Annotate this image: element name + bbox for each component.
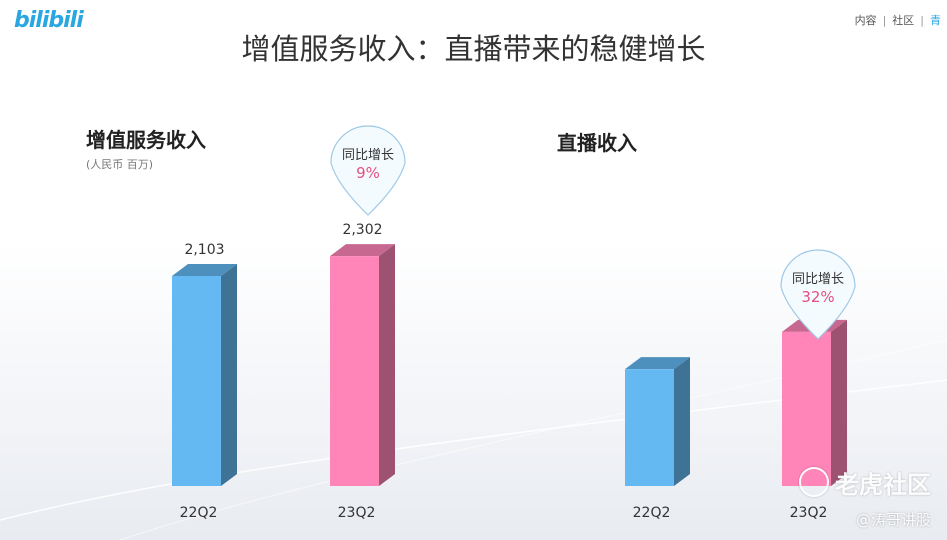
x-tick-label: 23Q2 [338,505,376,521]
bar-value-label: 2,302 [342,222,382,238]
watermark-brand: 老虎社区 [799,465,931,500]
slide-title: 增值服务收入：直播带来的稳健增长 [241,32,706,66]
nav-item-community[interactable]: 社区 [892,14,915,27]
yoy-badge-label: 同比增长 [792,272,844,287]
nav-divider: | [920,14,924,27]
bar-top [172,264,237,276]
nav-item-content[interactable]: 内容 [854,14,877,27]
top-nav: 内容 | 社区 | 青 [855,12,941,28]
bar-top [330,244,395,257]
x-tick-label: 23Q2 [790,505,828,521]
chart-1-title: 增值服务收入 [86,128,206,152]
chart-1-unit: (人民币 百万) [86,158,154,171]
bar [172,276,221,486]
bar [782,331,831,486]
bar [330,256,379,486]
bar-side [674,357,690,486]
bilibili-logo[interactable]: bilibili [14,8,84,33]
nav-item-cut[interactable]: 青 [930,14,941,27]
x-tick-label: 22Q2 [180,505,218,521]
watermark-brand-text: 老虎社区 [835,471,931,499]
x-tick-label: 22Q2 [633,505,671,521]
chart-2-title: 直播收入 [557,131,637,155]
yoy-badge-shape [330,125,406,216]
yoy-badge-value: 9% [356,164,380,182]
yoy-badge-label: 同比增长 [342,148,394,163]
nav-divider: | [882,14,887,27]
bar-value-label: 2,103 [184,242,224,258]
tiger-logo-icon [799,467,829,497]
bar-side [221,264,237,486]
bar-side [831,319,847,486]
bar [625,369,674,486]
bar-side [379,244,395,486]
yoy-badge-shape [780,249,856,340]
bar-top [625,357,690,370]
watermark-author: @涛哥讲股 [855,511,931,529]
yoy-badge-value: 32% [801,288,834,306]
